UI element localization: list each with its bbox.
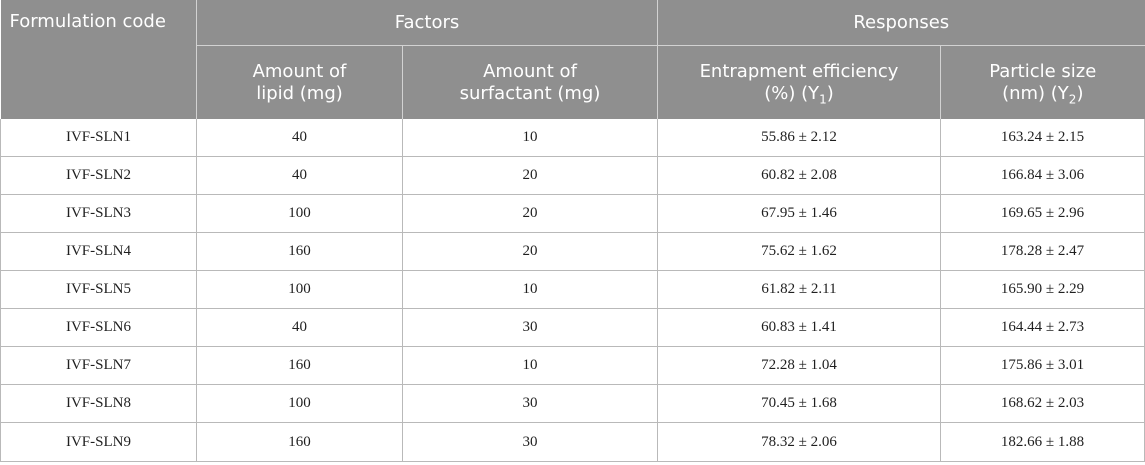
cell-amount-of-surfactant: 20	[401, 156, 658, 195]
cell-formulation-code: IVF-SLN9	[0, 422, 197, 462]
cell-amount-of-lipid: 160	[196, 232, 403, 271]
cell-amount-of-lipid: 160	[196, 346, 403, 385]
cell-amount-of-lipid: 100	[196, 270, 403, 309]
cell-particle-size: 169.65 ± 2.96	[940, 194, 1145, 233]
header-lipid-line2: lipid (mg)	[256, 82, 343, 104]
table-row: IVF-SLN8 100 30 70.45 ± 1.68 168.62 ± 2.03	[0, 384, 1145, 423]
cell-amount-of-surfactant: 30	[401, 384, 658, 423]
cell-particle-size: 182.66 ± 1.88	[940, 422, 1145, 462]
cell-amount-of-surfactant: 20	[401, 194, 658, 233]
header-ee-close: )	[826, 82, 834, 104]
cell-formulation-code: IVF-SLN2	[0, 156, 197, 195]
table-row: IVF-SLN6 40 30 60.83 ± 1.41 164.44 ± 2.73	[0, 308, 1145, 347]
header-formulation-code: Formulation code	[0, 0, 197, 119]
header-amount-of-lipid: Amount of lipid (mg)	[196, 45, 403, 119]
header-ee-line1: Entrapment efficiency	[699, 60, 899, 82]
cell-formulation-code: IVF-SLN1	[0, 119, 197, 157]
cell-entrapment-efficiency: 72.28 ± 1.04	[657, 346, 941, 385]
table-header: Formulation code Factors Responses Amoun…	[0, 0, 1145, 119]
header-particle-size: Particle size (nm) (Y2)	[940, 45, 1145, 119]
cell-formulation-code: IVF-SLN4	[0, 232, 197, 271]
cell-amount-of-lipid: 40	[196, 156, 403, 195]
header-entrapment-efficiency: Entrapment efficiency (%) (Y1)	[657, 45, 941, 119]
table-row: IVF-SLN7 160 10 72.28 ± 1.04 175.86 ± 3.01	[0, 346, 1145, 385]
header-row-columns: Amount of lipid (mg) Amount of surfactan…	[1, 45, 1145, 119]
cell-amount-of-lipid: 100	[196, 194, 403, 233]
table-row: IVF-SLN9 160 30 78.32 ± 2.06 182.66 ± 1.88	[0, 422, 1145, 462]
header-surfactant-line2: surfactant (mg)	[459, 82, 601, 104]
cell-amount-of-lipid: 40	[196, 308, 403, 347]
header-lipid-line1: Amount	[252, 60, 324, 82]
table-row: IVF-SLN1 40 10 55.86 ± 2.12 163.24 ± 2.15	[0, 119, 1145, 157]
cell-formulation-code: IVF-SLN8	[0, 384, 197, 423]
cell-particle-size: 168.62 ± 2.03	[940, 384, 1145, 423]
table-row: IVF-SLN5 100 10 61.82 ± 2.11 165.90 ± 2.29	[0, 270, 1145, 309]
header-lipid-line1b: of	[329, 60, 347, 82]
cell-formulation-code: IVF-SLN7	[0, 346, 197, 385]
cell-amount-of-lipid: 100	[196, 384, 403, 423]
table-row: IVF-SLN2 40 20 60.82 ± 2.08 166.84 ± 3.06	[0, 156, 1145, 195]
cell-particle-size: 166.84 ± 3.06	[940, 156, 1145, 195]
cell-amount-of-surfactant: 10	[401, 270, 658, 309]
header-ps-close: )	[1076, 82, 1084, 104]
cell-entrapment-efficiency: 78.32 ± 2.06	[657, 422, 941, 462]
cell-entrapment-efficiency: 75.62 ± 1.62	[657, 232, 941, 271]
header-ps-line1: Particle size	[989, 60, 1097, 82]
cell-formulation-code: IVF-SLN3	[0, 194, 197, 233]
cell-entrapment-efficiency: 60.83 ± 1.41	[657, 308, 941, 347]
table-body: IVF-SLN1 40 10 55.86 ± 2.12 163.24 ± 2.15 IVF…	[0, 119, 1145, 462]
cell-particle-size: 163.24 ± 2.15	[940, 119, 1145, 157]
cell-amount-of-surfactant: 30	[401, 422, 658, 462]
header-factors: Factors	[195, 0, 658, 46]
cell-formulation-code: IVF-SLN6	[0, 308, 197, 347]
header-ee-subscript: 1	[819, 92, 827, 107]
cell-particle-size: 175.86 ± 3.01	[940, 346, 1145, 385]
header-responses: Responses	[657, 0, 1145, 46]
cell-amount-of-lipid: 40	[196, 119, 403, 157]
cell-formulation-code: IVF-SLN5	[0, 270, 197, 309]
header-ps-subscript: 2	[1068, 92, 1077, 107]
cell-entrapment-efficiency: 70.45 ± 1.68	[657, 384, 941, 423]
header-ps-line2: (nm) (Y	[1002, 82, 1069, 104]
table-row: IVF-SLN4 160 20 75.62 ± 1.62 178.28 ± 2.47	[0, 232, 1145, 271]
cell-particle-size: 165.90 ± 2.29	[940, 270, 1145, 309]
header-amount-of-surfactant: Amount of surfactant (mg)	[401, 45, 658, 119]
header-row-groups: Formulation code Factors Responses	[0, 0, 1145, 119]
cell-amount-of-surfactant: 20	[401, 232, 658, 271]
cell-entrapment-efficiency: 67.95 ± 1.46	[657, 194, 941, 233]
cell-amount-of-lipid: 160	[196, 422, 403, 462]
cell-amount-of-surfactant: 10	[401, 119, 658, 157]
table-row: IVF-SLN3 100 20 67.95 ± 1.46 169.65 ± 2.96	[0, 194, 1145, 233]
cell-particle-size: 164.44 ± 2.73	[940, 308, 1145, 347]
cell-entrapment-efficiency: 55.86 ± 2.12	[657, 119, 941, 157]
cell-amount-of-surfactant: 30	[401, 308, 658, 347]
header-ee-line2: (%) (Y	[764, 82, 820, 104]
cell-entrapment-efficiency: 61.82 ± 2.11	[657, 270, 941, 309]
cell-entrapment-efficiency: 60.82 ± 2.08	[657, 156, 941, 195]
header-surfactant-line1: Amount of	[483, 60, 577, 82]
cell-particle-size: 178.28 ± 2.47	[940, 232, 1145, 271]
cell-amount-of-surfactant: 10	[401, 346, 658, 385]
